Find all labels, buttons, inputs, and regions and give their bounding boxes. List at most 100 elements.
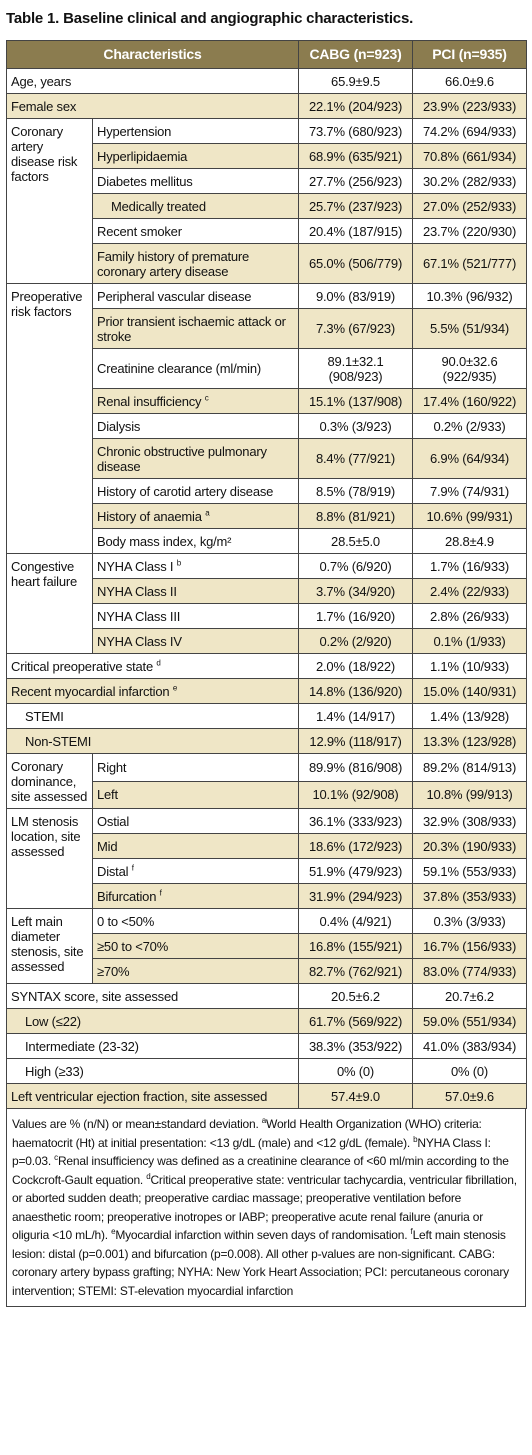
pci-value: 70.8% (661/934) — [412, 143, 528, 169]
label-text: ≥50 to <70% — [97, 938, 169, 954]
table-row: STEMI 1.4% (14/917) 1.4% (13/928) — [5, 703, 528, 729]
cabg-value: 8.8% (81/921) — [298, 503, 414, 529]
note-text: NYHA Class I: p=0.03. — [12, 1135, 491, 1169]
pci-value: 10.6% (99/931) — [412, 503, 528, 529]
row-label: Left ventricular ejection fraction, site… — [5, 1083, 300, 1109]
pci-value: 0.1% (1/933) — [412, 628, 528, 654]
table-row: Medically treated 25.7% (237/923) 27.0% (2… — [7, 193, 528, 219]
pci-value: 1.1% (10/933) — [412, 653, 528, 679]
cabg-value: 3.7% (34/920) — [298, 578, 414, 604]
row-label: Bifurcation f — [91, 883, 300, 909]
table-row: Coronary artery disease risk factors Hype… — [6, 118, 528, 284]
pci-value: 0% (0) — [412, 1058, 528, 1084]
label-text: Low (≤22) — [25, 1013, 81, 1029]
row-label: Mid — [91, 833, 300, 859]
note-text: Values are % (n/N) or mean±standard devi… — [12, 1117, 259, 1131]
label-text: Hyperlipidaemia — [97, 148, 188, 164]
pci-value: 66.0±9.6 — [412, 68, 528, 94]
pci-value: 32.9% (308/933) — [412, 808, 528, 834]
row-label: ≥50 to <70% — [91, 933, 300, 959]
label-text: NYHA Class I — [97, 558, 174, 574]
footnote-mark: f — [131, 863, 134, 873]
label-text: Left ventricular ejection fraction, site… — [11, 1088, 268, 1104]
table-row: Hyperlipidaemia 68.9% (635/921) 70.8% (661… — [7, 143, 528, 169]
pci-value: 37.8% (353/933) — [412, 883, 528, 909]
row-label: Chronic obstructive pulmonary disease — [91, 438, 300, 479]
pci-value: 89.2% (814/913) — [412, 753, 528, 782]
pci-value: 90.0±32.6 (922/935) — [412, 348, 528, 389]
table-row: Coronary dominance, site assessed Right 89… — [6, 753, 528, 809]
pci-value: 27.0% (252/933) — [412, 193, 528, 219]
cabg-value: 28.5±5.0 — [298, 528, 414, 554]
row-label: Female sex — [5, 93, 300, 119]
label-text: Family history of premature coronary art… — [97, 248, 250, 279]
table-row: Mid 18.6% (172/923) 20.3% (190/933) — [7, 833, 528, 859]
pci-value: 57.0±9.6 — [412, 1083, 528, 1109]
row-label: Distal f — [91, 858, 300, 884]
cabg-value: 27.7% (256/923) — [298, 168, 414, 194]
row-label: STEMI — [5, 703, 300, 729]
table-row: Low (≤22) 61.7% (569/922) 59.0% (551/934) — [5, 1008, 528, 1034]
table-row: Recent myocardial infarction e 14.8% (136… — [5, 678, 528, 704]
label-text: Body mass index, kg/m² — [97, 533, 232, 549]
group-label: Congestive heart failure — [6, 553, 93, 654]
row-label: Hypertension — [91, 118, 300, 144]
table-row: ≥70% 82.7% (762/921) 83.0% (774/933) — [7, 958, 528, 984]
cabg-value: 14.8% (136/920) — [298, 678, 414, 704]
table-row: LM stenosis location, site assessed Ostia… — [6, 808, 528, 909]
label-text: Non-STEMI — [25, 733, 92, 749]
row-label: Intermediate (23-32) — [5, 1033, 300, 1059]
group-label: Left main diameter stenosis, site assess… — [6, 908, 93, 984]
table-row: Left ventricular ejection fraction, site… — [5, 1083, 528, 1109]
label-text: Mid — [97, 838, 118, 854]
pci-value: 23.9% (223/933) — [412, 93, 528, 119]
cabg-value: 8.4% (77/921) — [298, 438, 414, 479]
table-row: Diabetes mellitus 27.7% (256/923) 30.2% (2… — [7, 168, 528, 194]
cabg-value: 15.1% (137/908) — [298, 388, 414, 414]
row-label: Body mass index, kg/m² — [91, 528, 300, 554]
row-label: Recent myocardial infarction e — [5, 678, 300, 704]
table-row: Prior transient ischaemic attack or stro… — [7, 308, 528, 349]
cabg-value: 9.0% (83/919) — [298, 283, 414, 309]
label-text: Diabetes mellitus — [97, 173, 193, 189]
cabg-value: 38.3% (353/922) — [298, 1033, 414, 1059]
table-row: Intermediate (23-32) 38.3% (353/922) 41.0%… — [5, 1033, 528, 1059]
footnote-mark: b — [413, 1134, 418, 1144]
row-label: Diabetes mellitus — [91, 168, 300, 194]
cabg-value: 68.9% (635/921) — [298, 143, 414, 169]
label-text: History of anaemia — [97, 508, 202, 524]
row-label: Medically treated — [91, 193, 300, 219]
label-text: High (≥33) — [25, 1063, 84, 1079]
pci-value: 0.3% (3/933) — [412, 908, 528, 934]
table-row: Recent smoker 20.4% (187/915) 23.7% (220/9… — [7, 218, 528, 244]
cabg-value: 20.4% (187/915) — [298, 218, 414, 244]
header-cell: CABG (n=923) — [298, 40, 414, 69]
table-row: High (≥33) 0% (0) 0% (0) — [5, 1058, 528, 1084]
pci-value: 74.2% (694/933) — [412, 118, 528, 144]
table-row: Congestive heart failure NYHA Class I b 0.… — [6, 553, 528, 654]
table-row: Female sex 22.1% (204/923) 23.9% (223/933) — [5, 93, 528, 119]
cabg-value: 0.3% (3/923) — [298, 413, 414, 439]
cabg-value: 51.9% (479/923) — [298, 858, 414, 884]
cabg-value: 25.7% (237/923) — [298, 193, 414, 219]
cabg-value: 36.1% (333/923) — [298, 808, 414, 834]
cabg-value: 0.4% (4/921) — [298, 908, 414, 934]
cabg-value: 8.5% (78/919) — [298, 478, 414, 504]
row-label: History of anaemia a — [91, 503, 300, 529]
row-label: NYHA Class IV — [91, 628, 300, 654]
pci-value: 59.1% (553/933) — [412, 858, 528, 884]
pci-value: 2.4% (22/933) — [412, 578, 528, 604]
footnote-mark: b — [176, 558, 182, 568]
cabg-value: 0.2% (2/920) — [298, 628, 414, 654]
label-text: Age, years — [11, 73, 72, 89]
pci-value: 16.7% (156/933) — [412, 933, 528, 959]
pci-value: 7.9% (74/931) — [412, 478, 528, 504]
pci-value: 5.5% (51/934) — [412, 308, 528, 349]
footnote-mark: e — [111, 1227, 116, 1236]
header-row: Characteristics CABG (n=923) PCI (n=935) — [5, 40, 528, 69]
cabg-value: 1.7% (16/920) — [298, 603, 414, 629]
cabg-value: 20.5±6.2 — [298, 983, 414, 1009]
label-text: Right — [97, 759, 127, 775]
row-label: History of carotid artery disease — [91, 478, 300, 504]
row-label: NYHA Class I b — [91, 553, 300, 579]
